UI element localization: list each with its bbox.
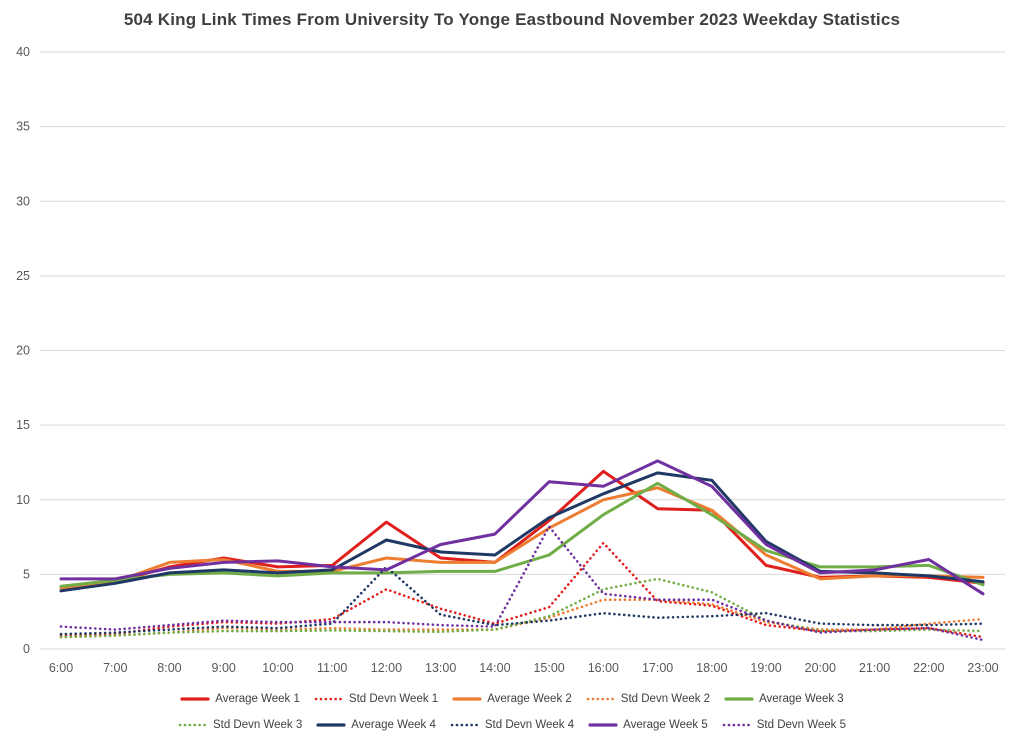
x-axis-label: 6:00 bbox=[49, 661, 73, 675]
dotted-line-swatch-icon bbox=[178, 723, 208, 727]
legend-item-std-devn-week-4[interactable]: Std Devn Week 4 bbox=[450, 719, 574, 731]
legend-label: Std Devn Week 4 bbox=[484, 719, 575, 731]
legend-item-average-week-5[interactable]: Average Week 5 bbox=[588, 719, 708, 731]
legend-item-std-devn-week-1[interactable]: Std Devn Week 1 bbox=[314, 693, 438, 705]
y-axis-label: 0 bbox=[23, 642, 30, 656]
y-axis-label: 10 bbox=[16, 493, 30, 507]
legend-item-average-week-2[interactable]: Average Week 2 bbox=[452, 693, 572, 705]
legend-item-std-devn-week-3[interactable]: Std Devn Week 3 bbox=[178, 719, 302, 731]
legend-label: Average Week 5 bbox=[623, 719, 708, 731]
x-axis-label: 19:00 bbox=[750, 661, 781, 675]
legend-item-std-devn-week-5[interactable]: Std Devn Week 5 bbox=[722, 719, 846, 731]
x-axis-label: 12:00 bbox=[371, 661, 402, 675]
x-axis-label: 9:00 bbox=[212, 661, 236, 675]
chart-title: 504 King Link Times From University To Y… bbox=[123, 10, 901, 29]
legend-label: Std Devn Week 5 bbox=[756, 719, 847, 731]
legend-label: Std Devn Week 3 bbox=[212, 719, 303, 731]
y-axis-label: 25 bbox=[16, 269, 30, 283]
x-axis-label: 15:00 bbox=[533, 661, 564, 675]
dotted-line-swatch-icon bbox=[450, 723, 480, 727]
y-axis-label: 5 bbox=[23, 567, 30, 581]
dotted-line-swatch-icon bbox=[314, 697, 344, 701]
solid-line-swatch-icon bbox=[452, 697, 482, 701]
legend-label: Average Week 4 bbox=[351, 719, 436, 731]
legend-item-average-week-1[interactable]: Average Week 1 bbox=[180, 693, 300, 705]
x-axis-label: 21:00 bbox=[859, 661, 890, 675]
y-axis-label: 15 bbox=[16, 418, 30, 432]
y-axis-label: 40 bbox=[16, 45, 30, 59]
solid-line-swatch-icon bbox=[588, 723, 618, 727]
legend-item-std-devn-week-2[interactable]: Std Devn Week 2 bbox=[586, 693, 710, 705]
solid-line-swatch-icon bbox=[316, 723, 346, 727]
series-line-std-devn-week-4 bbox=[59, 565, 985, 636]
plot-area: 0 5 10 15 20 25 30 35 40 6:00 7:00 8:00 9:00 10:00 11:… bbox=[16, 45, 1005, 675]
y-axis-label: 30 bbox=[16, 194, 30, 208]
legend-row-1: Average Week 1 Std Devn Week 1 Average Wee… bbox=[0, 686, 1024, 712]
x-axis-label: 18:00 bbox=[696, 661, 727, 675]
x-axis-label: 17:00 bbox=[642, 661, 673, 675]
legend-item-average-week-4[interactable]: Average Week 4 bbox=[316, 719, 436, 731]
solid-line-swatch-icon bbox=[180, 697, 210, 701]
series-line-std-devn-week-5 bbox=[59, 525, 985, 642]
x-axis-label: 14:00 bbox=[479, 661, 510, 675]
legend-label: Average Week 3 bbox=[759, 693, 844, 705]
x-axis-label: 7:00 bbox=[103, 661, 127, 675]
x-axis-label: 10:00 bbox=[262, 661, 293, 675]
legend-label: Std Devn Week 2 bbox=[620, 693, 711, 705]
legend-item-average-week-3[interactable]: Average Week 3 bbox=[724, 693, 844, 705]
legend-label: Std Devn Week 1 bbox=[348, 693, 439, 705]
solid-line-swatch-icon bbox=[724, 697, 754, 701]
dotted-line-swatch-icon bbox=[722, 723, 752, 727]
legend: Average Week 1 Std Devn Week 1 Average Wee… bbox=[0, 686, 1024, 738]
x-axis-label: 16:00 bbox=[588, 661, 619, 675]
x-axis-label: 23:00 bbox=[967, 661, 998, 675]
series-line-average-week-5 bbox=[59, 459, 985, 596]
y-axis-label: 35 bbox=[16, 120, 30, 134]
x-axis-label: 22:00 bbox=[913, 661, 944, 675]
y-axis-label: 20 bbox=[16, 344, 30, 358]
x-axis-label: 8:00 bbox=[157, 661, 181, 675]
x-axis-label: 13:00 bbox=[425, 661, 456, 675]
x-axis-label: 11:00 bbox=[317, 661, 347, 675]
legend-row-2: Std Devn Week 3 Average Week 4 Std Devn We… bbox=[0, 712, 1024, 738]
series-line-average-week-2 bbox=[59, 486, 985, 590]
legend-label: Average Week 2 bbox=[487, 693, 572, 705]
series-line-average-week-3 bbox=[59, 481, 985, 588]
series-line-std-devn-week-1 bbox=[59, 541, 985, 639]
x-axis-label: 20:00 bbox=[805, 661, 836, 675]
dotted-line-swatch-icon bbox=[586, 697, 616, 701]
legend-label: Average Week 1 bbox=[215, 693, 300, 705]
